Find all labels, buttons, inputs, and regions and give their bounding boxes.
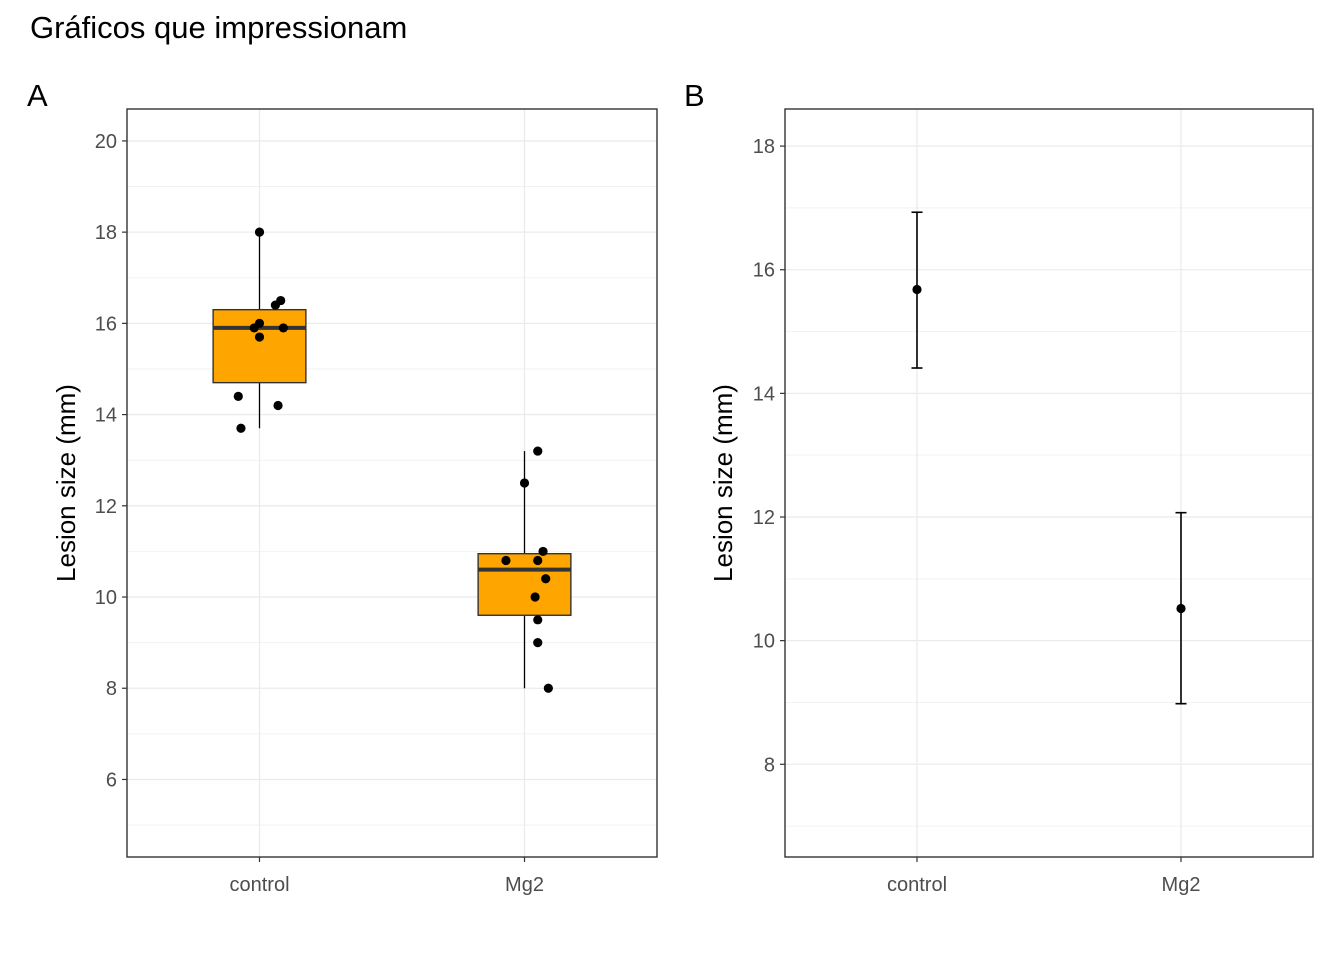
y-tick-label: 18 bbox=[753, 136, 775, 158]
data-point bbox=[533, 615, 543, 625]
x-tick-label: Mg2 bbox=[505, 874, 544, 896]
panel-border bbox=[784, 108, 1314, 858]
x-tick-label: control bbox=[887, 874, 947, 896]
data-point bbox=[273, 400, 283, 411]
x-tick-label: control bbox=[229, 874, 289, 896]
mean-point bbox=[1176, 603, 1186, 614]
panel-a: 6 8 10 12 14 16 18 20 control Mg2 Lesion size (mm) bbox=[51, 108, 658, 896]
data-point bbox=[254, 227, 265, 237]
y-axis-title: Lesion size (mm) bbox=[51, 384, 81, 582]
plot-background bbox=[127, 109, 657, 857]
y-tick-label: 16 bbox=[753, 260, 775, 282]
y-tick-label: 20 bbox=[95, 131, 117, 153]
data-point bbox=[278, 323, 288, 333]
y-tick-label: 14 bbox=[95, 405, 117, 427]
panel-tag-a: A bbox=[27, 78, 48, 113]
data-point bbox=[501, 555, 511, 566]
y-axis-title: Lesion size (mm) bbox=[708, 384, 738, 582]
data-point bbox=[543, 683, 553, 693]
y-tick-label: 16 bbox=[95, 313, 117, 335]
x-tick-label: Mg2 bbox=[1162, 874, 1201, 896]
box bbox=[477, 552, 572, 616]
y-tick-label: 8 bbox=[106, 678, 117, 700]
y-tick-label: 10 bbox=[753, 631, 775, 653]
panel-tag-b: B bbox=[684, 78, 705, 113]
data-point bbox=[236, 423, 246, 433]
y-tick-label: 6 bbox=[106, 769, 117, 791]
y-tick-label: 10 bbox=[95, 587, 117, 609]
y-tick-label: 12 bbox=[753, 507, 775, 529]
data-point bbox=[533, 638, 543, 648]
y-tick-label: 14 bbox=[753, 383, 775, 405]
data-point bbox=[530, 592, 540, 602]
data-point bbox=[533, 555, 543, 566]
y-tick-label: 12 bbox=[95, 496, 117, 518]
data-point bbox=[270, 300, 280, 310]
y-tick-label: 8 bbox=[764, 754, 775, 776]
plot-background bbox=[785, 109, 1313, 857]
panel-border bbox=[126, 108, 658, 858]
data-point bbox=[249, 323, 259, 333]
data-point bbox=[533, 446, 543, 456]
data-point bbox=[541, 574, 551, 584]
data-point bbox=[519, 478, 530, 488]
data-point bbox=[254, 332, 265, 342]
data-point bbox=[538, 546, 548, 557]
mean-point bbox=[912, 284, 922, 295]
y-tick-label: 18 bbox=[95, 222, 117, 244]
chart-title: Gráficos que impressionam bbox=[30, 10, 408, 45]
data-point bbox=[233, 391, 243, 401]
panel-b: 8 10 12 14 16 18 control Mg2 Lesion size (mm) bbox=[708, 108, 1314, 896]
